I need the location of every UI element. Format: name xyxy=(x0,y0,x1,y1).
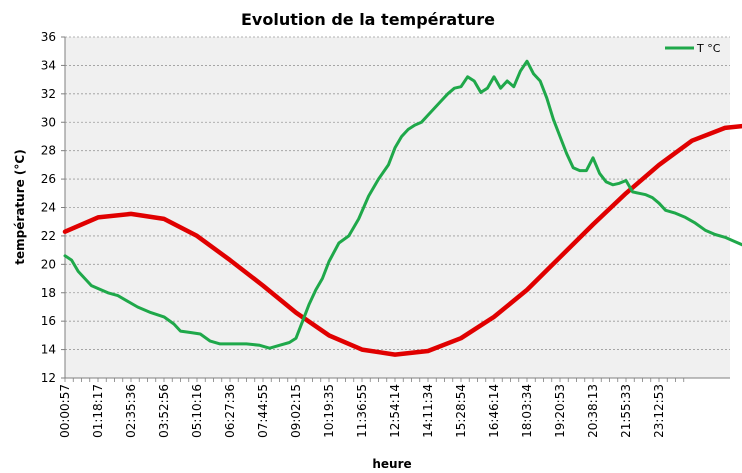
y-tick-label: 14 xyxy=(41,343,56,357)
x-tick-label: 03:52:56 xyxy=(157,384,171,438)
y-tick-label: 32 xyxy=(41,87,56,101)
y-tick-label: 16 xyxy=(41,314,56,328)
x-tick-label: 06:27:36 xyxy=(223,384,237,438)
chart-title: Evolution de la température xyxy=(241,10,495,29)
legend-label: T °C xyxy=(696,42,721,55)
reference-curve-line xyxy=(62,123,742,357)
y-tick-label: 34 xyxy=(41,58,56,72)
y-tick-label: 30 xyxy=(41,115,56,129)
y-tick-label: 28 xyxy=(41,144,56,158)
x-tick-label: 01:18:17 xyxy=(91,384,105,438)
x-tick-label: 02:35:36 xyxy=(124,384,138,438)
y-tick-label: 24 xyxy=(41,201,56,215)
y-tick-label: 18 xyxy=(41,286,56,300)
y-tick-label: 22 xyxy=(41,229,56,243)
y-tick-label: 36 xyxy=(41,30,56,44)
x-tick-label: 23:12:53 xyxy=(652,384,666,438)
x-tick-label: 09:02:15 xyxy=(289,384,303,438)
x-tick-label: 16:46:14 xyxy=(487,384,501,438)
x-tick-label: 07:44:55 xyxy=(256,384,270,438)
x-tick-label: 11:36:55 xyxy=(355,384,369,438)
x-tick-label: 12:54:14 xyxy=(388,384,402,438)
x-tick-label: 14:11:34 xyxy=(421,384,435,438)
y-tick-label: 20 xyxy=(41,257,56,271)
x-tick-label: 19:20:53 xyxy=(553,384,567,438)
temperature-series-line xyxy=(63,59,742,350)
x-tick-label: 20:38:13 xyxy=(586,384,600,438)
x-tick-label: 18:03:34 xyxy=(520,384,534,438)
x-tick-label: 21:55:33 xyxy=(619,384,633,438)
x-tick-label: 00:00:57 xyxy=(58,384,72,438)
x-tick-label: 15:28:54 xyxy=(454,384,468,438)
y-tick-label: 12 xyxy=(41,371,56,385)
x-tick-label: 05:10:16 xyxy=(190,384,204,438)
x-axis-title: heure xyxy=(372,457,411,471)
y-axis-title: température (°C) xyxy=(13,149,27,264)
legend: T °C xyxy=(665,42,721,55)
x-tick-label: 10:19:35 xyxy=(322,384,336,438)
y-tick-label: 26 xyxy=(41,172,56,186)
